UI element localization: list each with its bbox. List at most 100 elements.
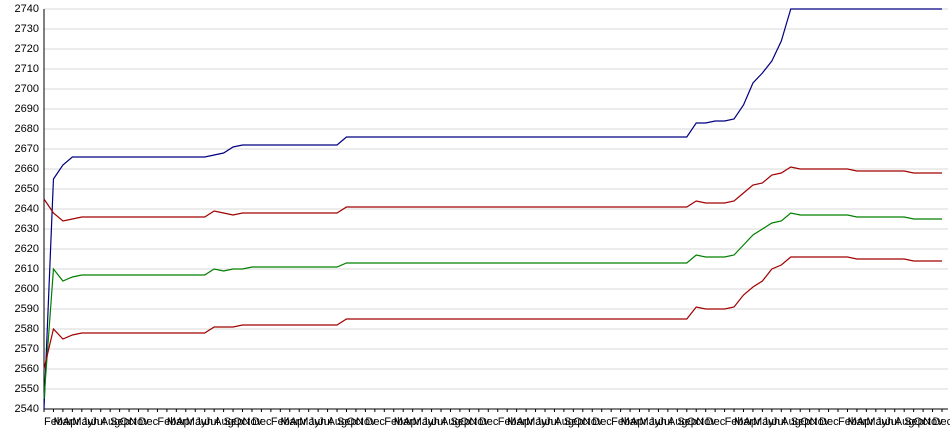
series-line <box>43 256 942 370</box>
x-tick-label: Dec <box>706 416 726 428</box>
x-tick-label: Jun <box>422 416 440 428</box>
y-tick-label: 2540 <box>15 403 39 415</box>
y-tick-label: 2610 <box>15 263 39 275</box>
x-tick-label: Dec <box>252 416 272 428</box>
x-tick-label: Apr <box>176 416 193 428</box>
x-tick-label: Aug <box>554 416 574 428</box>
x-tick-label: Jul <box>772 416 786 428</box>
series-line <box>43 8 942 410</box>
x-tick-label: Jun <box>536 416 554 428</box>
x-tick-label: Mar <box>621 416 640 428</box>
x-tick-label: May <box>299 416 320 428</box>
x-tick-label: Jul <box>91 416 105 428</box>
y-tick-label: 2720 <box>15 43 39 55</box>
x-tick-label: Sep <box>110 416 130 428</box>
x-tick-label: Dec <box>479 416 499 428</box>
y-tick-label: 2700 <box>15 83 39 95</box>
x-tick-label: Nov <box>696 416 716 428</box>
x-tick-label: Apr <box>857 416 874 428</box>
x-tick-label: Sep <box>450 416 470 428</box>
x-tick-label: May <box>186 416 207 428</box>
series-line <box>43 166 942 222</box>
x-tick-label: Feb <box>838 416 857 428</box>
x-tick-label: May <box>866 416 887 428</box>
x-tick-label: Jul <box>318 416 332 428</box>
y-tick-label: 2600 <box>15 283 39 295</box>
x-tick-label: Sep <box>564 416 584 428</box>
x-tick-label: Mar <box>734 416 753 428</box>
x-tick-label: Nov <box>469 416 489 428</box>
y-tick-label: 2630 <box>15 223 39 235</box>
x-tick-label: Jun <box>309 416 327 428</box>
x-tick-label: Mar <box>394 416 413 428</box>
x-tick-label: Jun <box>876 416 894 428</box>
x-tick-label: Oct <box>914 416 931 428</box>
x-tick-label: Nov <box>356 416 376 428</box>
y-tick-label: 2740 <box>15 3 39 15</box>
y-tick-label: 2580 <box>15 323 39 335</box>
x-tick-label: Apr <box>290 416 307 428</box>
x-tick-label: Sep <box>677 416 697 428</box>
x-tick-label: Dec <box>819 416 839 428</box>
x-tick-label: Jul <box>432 416 446 428</box>
x-tick-label: Jul <box>885 416 899 428</box>
x-tick-label: Sep <box>337 416 357 428</box>
x-tick-label: Mar <box>280 416 299 428</box>
y-tick-label: 2650 <box>15 183 39 195</box>
x-tick-label: Aug <box>214 416 234 428</box>
y-tick-label: 2710 <box>15 63 39 75</box>
x-tick-label: Jun <box>195 416 213 428</box>
x-tick-label: Feb <box>725 416 744 428</box>
x-tick-label: Jun <box>82 416 100 428</box>
x-tick-label: Oct <box>346 416 363 428</box>
x-tick-label: Apr <box>63 416 80 428</box>
x-tick-label: Dec <box>139 416 159 428</box>
y-tick-label: 2690 <box>15 103 39 115</box>
x-tick-label: Jul <box>545 416 559 428</box>
x-tick-label: Jun <box>762 416 780 428</box>
x-tick-label: Mar <box>847 416 866 428</box>
x-tick-label: Dec <box>933 416 950 428</box>
y-tick-label: 2660 <box>15 163 39 175</box>
x-tick-label: Sep <box>224 416 244 428</box>
x-tick-label: Aug <box>668 416 688 428</box>
series-line <box>43 212 942 400</box>
x-tick-label: Feb <box>44 416 63 428</box>
x-tick-label: May <box>526 416 547 428</box>
x-tick-label: Dec <box>365 416 385 428</box>
x-tick-label: Jul <box>658 416 672 428</box>
x-tick-label: Apr <box>517 416 534 428</box>
y-tick-label: 2590 <box>15 303 39 315</box>
y-tick-label: 2620 <box>15 243 39 255</box>
x-tick-label: Apr <box>743 416 760 428</box>
x-tick-label: Aug <box>101 416 121 428</box>
x-tick-label: Mar <box>53 416 72 428</box>
x-tick-label: Feb <box>384 416 403 428</box>
x-tick-label: Dec <box>592 416 612 428</box>
x-tick-label: Feb <box>611 416 630 428</box>
x-tick-label: Jul <box>205 416 219 428</box>
x-tick-label: Oct <box>460 416 477 428</box>
x-tick-label: Mar <box>507 416 526 428</box>
y-tick-label: 2560 <box>15 363 39 375</box>
x-tick-label: Sep <box>904 416 924 428</box>
x-tick-label: Feb <box>271 416 290 428</box>
x-tick-label: Aug <box>781 416 801 428</box>
x-tick-label: Nov <box>243 416 263 428</box>
y-tick-label: 2550 <box>15 383 39 395</box>
y-tick-label: 2640 <box>15 203 39 215</box>
x-tick-label: Mar <box>167 416 186 428</box>
x-tick-label: Nov <box>923 416 943 428</box>
x-tick-label: Oct <box>573 416 590 428</box>
x-tick-label: May <box>413 416 434 428</box>
y-tick-label: 2670 <box>15 143 39 155</box>
x-tick-label: Apr <box>630 416 647 428</box>
x-tick-label: May <box>753 416 774 428</box>
y-tick-label: 2730 <box>15 23 39 35</box>
x-tick-label: Aug <box>328 416 348 428</box>
x-tick-label: Sep <box>791 416 811 428</box>
y-tick-label: 2570 <box>15 343 39 355</box>
x-tick-label: Apr <box>403 416 420 428</box>
